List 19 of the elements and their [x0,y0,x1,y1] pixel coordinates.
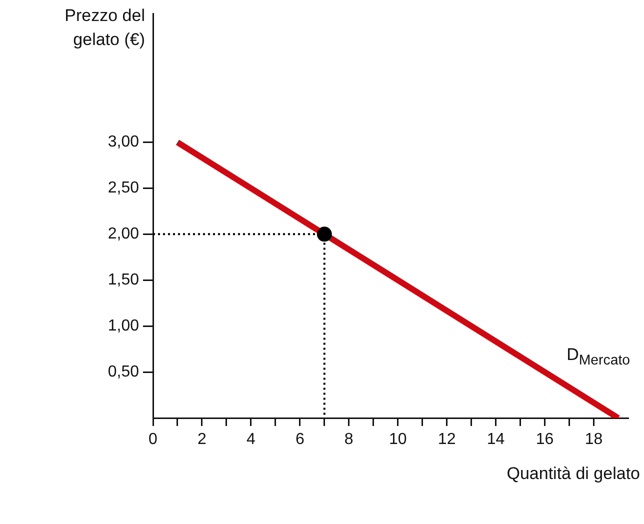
annotation: D$_{Mercato}$ [566,344,630,370]
y-tick-label: 2,50 [108,180,140,197]
x-tick-label: 14 [486,431,505,448]
x-tick-label: 12 [438,431,456,448]
x-tick-label: 4 [246,431,256,448]
y-tick-label: 1,00 [108,317,140,334]
x-tick-label: 2 [198,431,207,448]
y-tick-label: 1,50 [108,272,140,289]
y-tick-label: 2,00 [108,226,140,243]
y-tick-label: 0,50 [108,363,140,380]
x-tick-label: 6 [295,431,304,448]
x-tick-label: 16 [536,431,554,448]
x-axis-title: Quantità di gelato [506,463,640,485]
y-axis-title: Prezzo del gelato (€) [64,5,145,51]
x-tick-label: 0 [148,431,158,448]
x-tick-label: 10 [388,431,407,448]
y-tick-label: 3,00 [108,134,140,151]
x-tick-label: 8 [344,431,354,448]
x-tick-label: 18 [584,431,603,448]
